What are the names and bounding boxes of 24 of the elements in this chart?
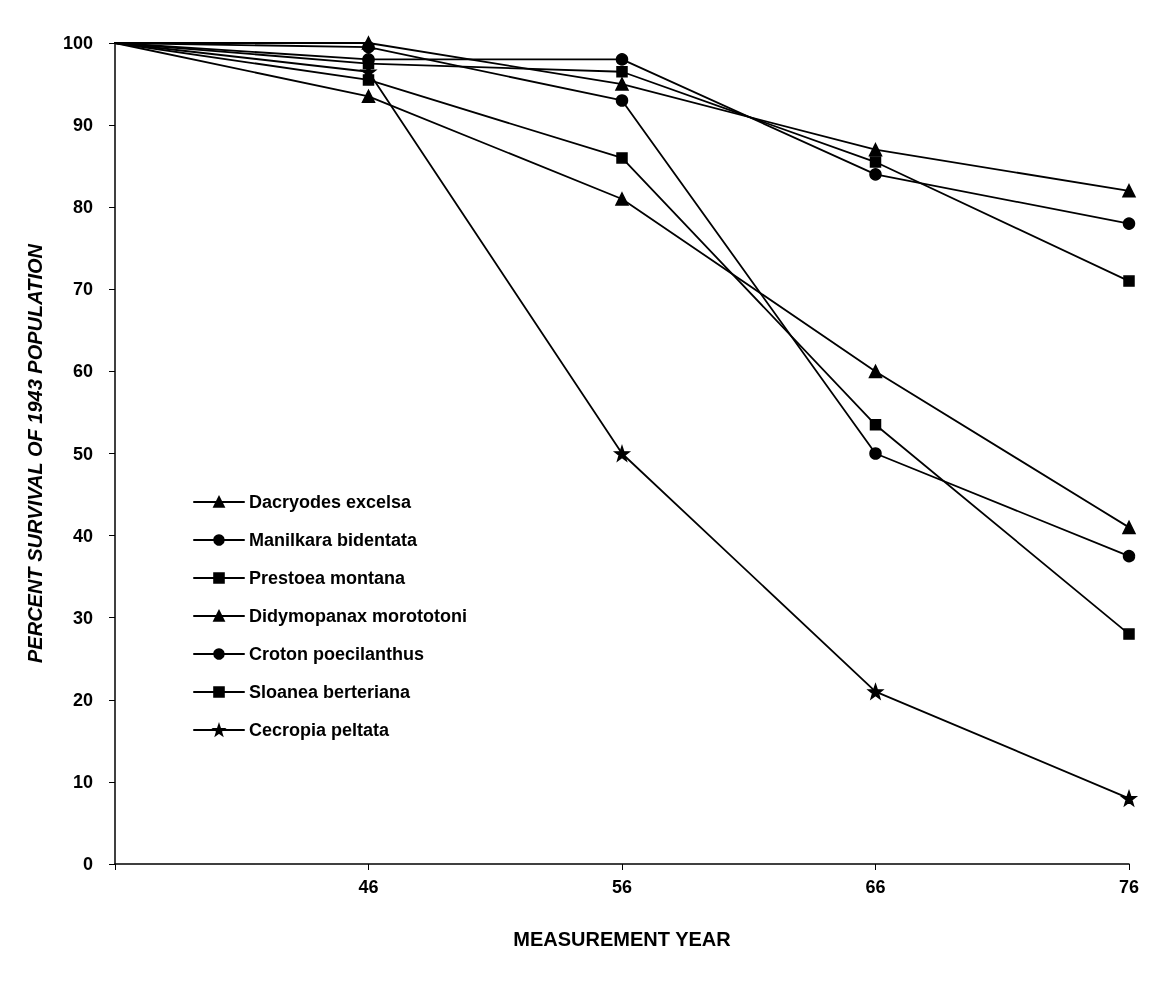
y-tick-label: 90 (72, 115, 93, 136)
legend-label: Cecropia peltata (249, 720, 391, 740)
legend-label: Dacryodes excelsa (249, 492, 413, 512)
y-tick-label: 80 (72, 197, 93, 218)
x-tick-label: 56 (611, 877, 633, 897)
y-axis-title: PERCENT SURVIVAL OF 1943 POPULATION (24, 243, 46, 663)
y-tick-label: 30 (72, 607, 93, 628)
y-tick-label: 0 (82, 854, 93, 874)
x-tick-label: 46 (358, 877, 379, 897)
y-tick-label: 100 (62, 33, 93, 53)
y-tick-label: 20 (72, 689, 93, 710)
legend-label: Croton poecilanthus (249, 644, 424, 664)
y-tick-label: 10 (72, 771, 93, 792)
legend-label: Prestoea montana (249, 568, 407, 588)
y-tick-label: 40 (72, 525, 93, 546)
legend-label: Manilkara bidentata (249, 530, 419, 550)
x-tick-label: 76 (1118, 877, 1140, 897)
legend-label: Sloanea berteriana (249, 682, 412, 702)
y-tick-label: 60 (72, 361, 93, 382)
y-tick-label: 50 (72, 443, 93, 464)
legend-label: Didymopanax morototoni (249, 606, 468, 626)
x-axis-title: MEASUREMENT YEAR (513, 928, 732, 950)
y-tick-label: 70 (72, 279, 93, 300)
x-tick-label: 66 (865, 877, 886, 897)
